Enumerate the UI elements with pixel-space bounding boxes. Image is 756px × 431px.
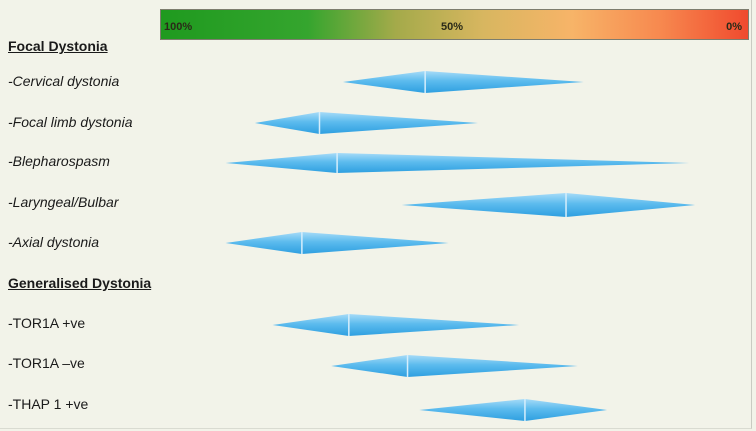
range-diamond: [225, 232, 449, 254]
row-label: -Cervical dystonia: [8, 73, 120, 89]
percent-scale-bar: 100% 50% 0%: [160, 9, 749, 40]
row-label: -TOR1A –ve: [8, 355, 85, 371]
range-diamond: [225, 153, 690, 173]
row-label: -THAP 1 +ve: [8, 396, 89, 412]
row-label: -Focal limb dystonia: [8, 114, 133, 130]
range-diamond: [342, 71, 584, 93]
scale-label-left: 100%: [164, 21, 193, 33]
scale-label-mid: 50%: [441, 21, 464, 33]
range-diamond: [419, 399, 608, 421]
range-diamond: [254, 112, 478, 134]
range-diamond: [272, 314, 520, 336]
row-label: -Axial dystonia: [8, 234, 100, 250]
row-label: -Laryngeal/Bulbar: [8, 194, 119, 210]
section-heading-focal: Focal Dystonia: [8, 38, 108, 54]
row-label: -Blepharospasm: [8, 153, 110, 169]
section-heading-generalised: Generalised Dystonia: [8, 275, 152, 291]
range-diamond: [401, 193, 696, 217]
row-label: -TOR1A +ve: [8, 315, 86, 331]
scale-label-right: 0%: [726, 21, 742, 33]
range-diamond: [331, 355, 578, 377]
